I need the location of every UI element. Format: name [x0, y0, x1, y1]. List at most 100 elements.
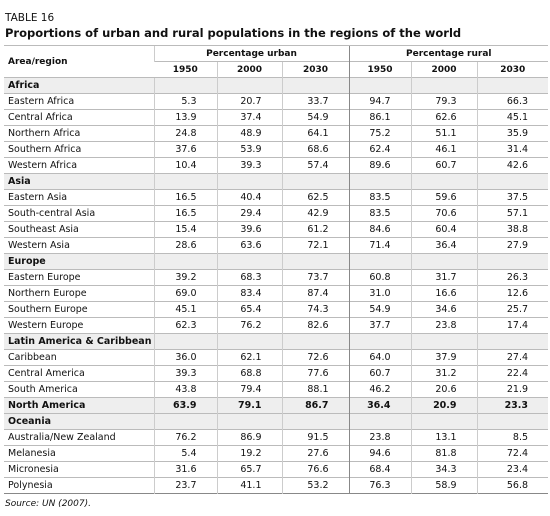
empty-cell	[476, 173, 549, 190]
value-cell: 23.4	[476, 461, 549, 478]
empty-cell	[153, 173, 217, 190]
value-cell: 39.3	[153, 365, 217, 382]
region-cell: Eastern Africa	[4, 93, 154, 110]
value-cell: 62.3	[153, 317, 217, 334]
value-cell: 94.6	[348, 445, 412, 462]
value-cell: 53.9	[216, 141, 282, 158]
year-row: 1950 2000 2030 1950 2000 2030	[4, 61, 549, 78]
value-cell: 23.7	[153, 477, 217, 494]
value-cell: 38.8	[476, 221, 549, 238]
value-cell: 26.3	[476, 269, 549, 286]
value-cell: 42.9	[281, 205, 350, 222]
value-cell: 41.1	[216, 477, 282, 494]
value-cell: 5.3	[153, 93, 217, 110]
value-cell: 62.5	[281, 189, 350, 206]
value-cell: 12.6	[476, 285, 549, 302]
region-cell: Western Africa	[4, 157, 154, 174]
value-cell: 76.6	[281, 461, 350, 478]
value-cell: 84.6	[348, 221, 412, 238]
empty-cell	[216, 77, 282, 94]
data-row: Eastern Africa 5.3 20.7 33.7 94.7 79.3 66.3	[4, 93, 549, 110]
year-header: 1950	[348, 61, 412, 78]
value-cell: 13.9	[153, 109, 217, 126]
value-cell: 31.2	[410, 365, 478, 382]
empty-cell	[281, 413, 350, 430]
value-cell: 79.4	[216, 381, 282, 398]
value-cell: 83.5	[348, 189, 412, 206]
value-cell: 76.2	[216, 317, 282, 334]
value-cell: 72.6	[281, 349, 350, 366]
region-cell: Eastern Asia	[4, 189, 154, 206]
section-title: Africa	[4, 77, 154, 94]
data-row: Southern Europe 45.1 65.4 74.3 54.9 34.6 25.7	[4, 301, 549, 318]
empty-cell	[410, 173, 478, 190]
data-row: South America 43.8 79.4 88.1 46.2 20.6 21.9	[4, 381, 549, 398]
value-cell: 86.7	[281, 397, 350, 414]
value-cell: 22.4	[476, 365, 549, 382]
value-cell: 23.8	[410, 317, 478, 334]
value-cell: 20.6	[410, 381, 478, 398]
data-row: Polynesia 23.7 41.1 53.2 76.3 58.9 56.8	[4, 477, 549, 494]
table-title: Proportions of urban and rural populatio…	[5, 26, 462, 40]
data-row: Northern Europe 69.0 83.4 87.4 31.0 16.6 12.6	[4, 285, 549, 302]
value-cell: 54.9	[348, 301, 412, 318]
value-cell: 19.2	[216, 445, 282, 462]
value-cell: 35.9	[476, 125, 549, 142]
value-cell: 57.4	[281, 157, 350, 174]
region-cell: South-central Asia	[4, 205, 154, 222]
empty-cell	[348, 173, 412, 190]
empty-cell	[410, 253, 478, 270]
empty-cell	[410, 333, 478, 350]
value-cell: 31.7	[410, 269, 478, 286]
value-cell: 79.1	[216, 397, 282, 414]
value-cell: 33.7	[281, 93, 350, 110]
section-title: Europe	[4, 253, 154, 270]
year-header: 2030	[476, 61, 549, 78]
value-cell: 72.1	[281, 237, 350, 254]
value-cell: 46.1	[410, 141, 478, 158]
data-row: Eastern Asia 16.5 40.4 62.5 83.5 59.6 37.5	[4, 189, 549, 206]
empty-cell	[281, 77, 350, 94]
empty-cell	[153, 77, 217, 94]
value-cell: 62.4	[348, 141, 412, 158]
value-cell: 10.4	[153, 157, 217, 174]
value-cell: 62.6	[410, 109, 478, 126]
value-cell: 62.1	[216, 349, 282, 366]
value-cell: 27.6	[281, 445, 350, 462]
section-row: Latin America & Caribbean	[4, 333, 549, 350]
value-cell: 89.6	[348, 157, 412, 174]
empty-cell	[216, 253, 282, 270]
value-cell: 82.6	[281, 317, 350, 334]
value-cell: 81.8	[410, 445, 478, 462]
empty-cell	[216, 413, 282, 430]
value-cell: 15.4	[153, 221, 217, 238]
data-row: Western Asia 28.6 63.6 72.1 71.4 36.4 27.9	[4, 237, 549, 254]
data-row: Australia/New Zealand 76.2 86.9 91.5 23.8 13.…	[4, 429, 549, 446]
value-cell: 68.4	[348, 461, 412, 478]
section-row: Africa	[4, 77, 549, 94]
value-cell: 37.5	[476, 189, 549, 206]
section-row: Europe	[4, 253, 549, 270]
value-cell: 66.3	[476, 93, 549, 110]
source-note: Source: UN (2007).	[5, 499, 91, 509]
value-cell: 46.2	[348, 381, 412, 398]
value-cell: 87.4	[281, 285, 350, 302]
value-cell: 45.1	[476, 109, 549, 126]
region-cell: Eastern Europe	[4, 269, 154, 286]
value-cell: 24.8	[153, 125, 217, 142]
data-row: Western Europe 62.3 76.2 82.6 37.7 23.8 17.4	[4, 317, 549, 334]
value-cell: 83.5	[348, 205, 412, 222]
value-cell: 16.5	[153, 189, 217, 206]
value-cell: 58.9	[410, 477, 478, 494]
value-cell: 60.4	[410, 221, 478, 238]
region-cell: Western Europe	[4, 317, 154, 334]
year-header: 2030	[281, 61, 350, 78]
value-cell: 39.6	[216, 221, 282, 238]
urban-header: Percentage urban	[153, 45, 350, 62]
value-cell: 71.4	[348, 237, 412, 254]
rural-header: Percentage rural	[348, 45, 549, 62]
value-cell: 88.1	[281, 381, 350, 398]
value-cell: 28.6	[153, 237, 217, 254]
empty-cell	[348, 77, 412, 94]
region-cell: Southern Africa	[4, 141, 154, 158]
